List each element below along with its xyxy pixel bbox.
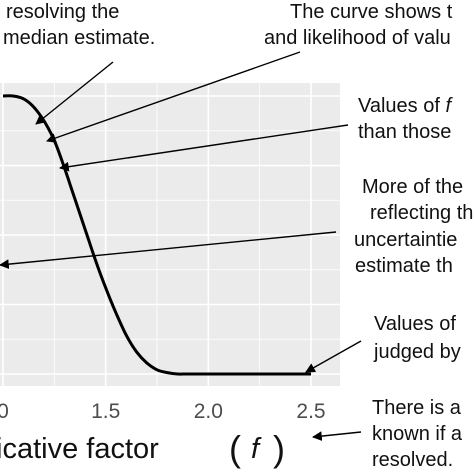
x-tick-label: 2.5	[296, 400, 325, 423]
annotation-curve-line1: The curve shows t	[290, 1, 453, 23]
annotation-known-line3: resolved.	[372, 449, 453, 471]
annotation-resolving-line1: resolving the	[6, 1, 119, 23]
arrow-to-curve-shoulder	[46, 51, 301, 143]
x-tick-label: 0	[0, 400, 9, 423]
annotation-judged-line2: judged by	[373, 341, 461, 363]
x-axis-label-variable: f	[251, 433, 262, 465]
x-tick-label: 2.0	[194, 400, 223, 423]
annotation-values-f-variable: f	[445, 95, 453, 117]
arrow-to-curve-top	[35, 61, 114, 125]
arrow-to-x-axis	[312, 431, 362, 441]
x-axis-label-prefix: icative factor	[0, 433, 159, 465]
x-axis-label-paren-close: )	[273, 428, 285, 469]
annotation-known-line1: There is a	[372, 397, 462, 419]
arrow-to-left-tail	[0, 231, 337, 270]
arrow-to-flat-tail	[305, 340, 362, 373]
annotation-more-line3: uncertaintie	[354, 229, 457, 251]
annotation-more-line2: reflecting th	[370, 202, 473, 224]
annotation-more-line1: More of the	[362, 176, 463, 198]
x-axis-ticks: 0 1.5 2.0 2.5	[0, 400, 326, 423]
annotation-known-line2: known if a	[372, 423, 463, 445]
annotation-values-f-line1: Values of f	[358, 95, 453, 117]
x-tick-label: 1.5	[91, 400, 120, 423]
annotation-judged-line1: Values of	[374, 313, 456, 335]
annotation-values-f-line2: than those	[358, 121, 451, 143]
annotation-values-f-prefix: Values of	[358, 95, 445, 117]
annotation-curve-line2: and likelihood of valu	[264, 27, 451, 49]
grid-lines	[0, 83, 340, 386]
annotation-more-line4: estimate th	[355, 255, 453, 277]
arrow-to-curve-slope	[59, 124, 349, 172]
annotation-resolving-line2: median estimate.	[3, 27, 155, 49]
x-axis-label-paren-open: (	[229, 428, 241, 469]
